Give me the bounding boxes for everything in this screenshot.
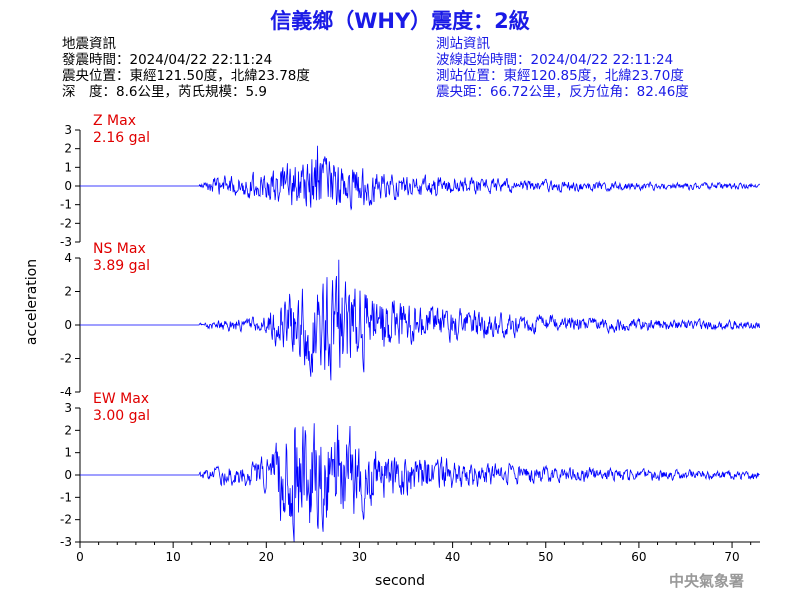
y-tick-label: 1 xyxy=(64,446,72,460)
x-tick-label: 10 xyxy=(166,550,181,564)
y-tick-label: -2 xyxy=(60,216,72,230)
y-tick-label: -2 xyxy=(60,352,72,366)
y-tick-label: -4 xyxy=(60,385,72,399)
station-info-block: 測站資訊 波線起始時間：2024/04/22 22:11:24 測站位置：東經1… xyxy=(436,36,689,100)
y-tick-label: -2 xyxy=(60,513,72,527)
waveform-start-time: 波線起始時間：2024/04/22 22:11:24 xyxy=(436,52,673,68)
max-value-ns: 3.89 gal xyxy=(93,258,150,274)
waveform-z xyxy=(80,145,760,211)
quake-info-block: 地震資訊 發震時間：2024/04/22 22:11:24 震央位置：東經121… xyxy=(62,36,310,100)
y-tick-label: -1 xyxy=(60,490,72,504)
x-tick-label: 70 xyxy=(724,550,739,564)
y-tick-label: -3 xyxy=(60,535,72,549)
y-axis-label: acceleration xyxy=(24,259,40,345)
y-tick-label: 2 xyxy=(64,142,72,156)
waveform-ns xyxy=(80,259,760,381)
y-tick-label: 0 xyxy=(64,318,72,332)
x-tick-label: 50 xyxy=(538,550,553,564)
x-tick-label: 30 xyxy=(352,550,367,564)
y-tick-label: 4 xyxy=(64,251,72,265)
y-tick-label: -3 xyxy=(60,235,72,249)
y-tick-label: -1 xyxy=(60,198,72,212)
y-tick-label: 0 xyxy=(64,179,72,193)
max-label-ns: NS Max xyxy=(93,241,146,257)
x-tick-label: 40 xyxy=(445,550,460,564)
agency-credit: 中央氣象署 xyxy=(669,572,744,590)
station-location: 測站位置：東經120.85度，北緯23.70度 xyxy=(436,68,684,84)
origin-time: 發震時間：2024/04/22 22:11:24 xyxy=(62,52,272,68)
depth-magnitude: 深 度：8.6公里，芮氏規模：5.9 xyxy=(62,83,267,100)
max-label-ew: EW Max xyxy=(93,391,149,407)
y-tick-label: 1 xyxy=(64,160,72,174)
x-tick-label: 60 xyxy=(631,550,646,564)
station-info-heading: 測站資訊 xyxy=(436,36,490,52)
max-label-z: Z Max xyxy=(93,113,136,129)
x-tick-label: 0 xyxy=(76,550,84,564)
distance-azimuth: 震央距：66.72公里，反方位角：82.46度 xyxy=(436,84,689,100)
max-value-z: 2.16 gal xyxy=(93,130,150,146)
y-tick-label: 3 xyxy=(64,401,72,415)
quake-info-heading: 地震資訊 xyxy=(62,36,116,52)
x-axis: 0 10 20 30 40 50 60 70 xyxy=(76,541,760,564)
y-tick-label: 2 xyxy=(64,423,72,437)
y-tick-label: 3 xyxy=(64,123,72,137)
y-tick-label: 0 xyxy=(64,468,72,482)
y-tick-label: 2 xyxy=(64,285,72,299)
chart-title: 信義鄉（WHY）震度：2級 xyxy=(270,9,530,33)
epicenter-location: 震央位置：東經121.50度，北緯23.78度 xyxy=(62,68,310,84)
x-axis-label: second xyxy=(375,573,425,589)
max-value-ew: 3.00 gal xyxy=(93,408,150,424)
x-tick-label: 20 xyxy=(259,550,274,564)
waveform-ew xyxy=(80,423,760,543)
